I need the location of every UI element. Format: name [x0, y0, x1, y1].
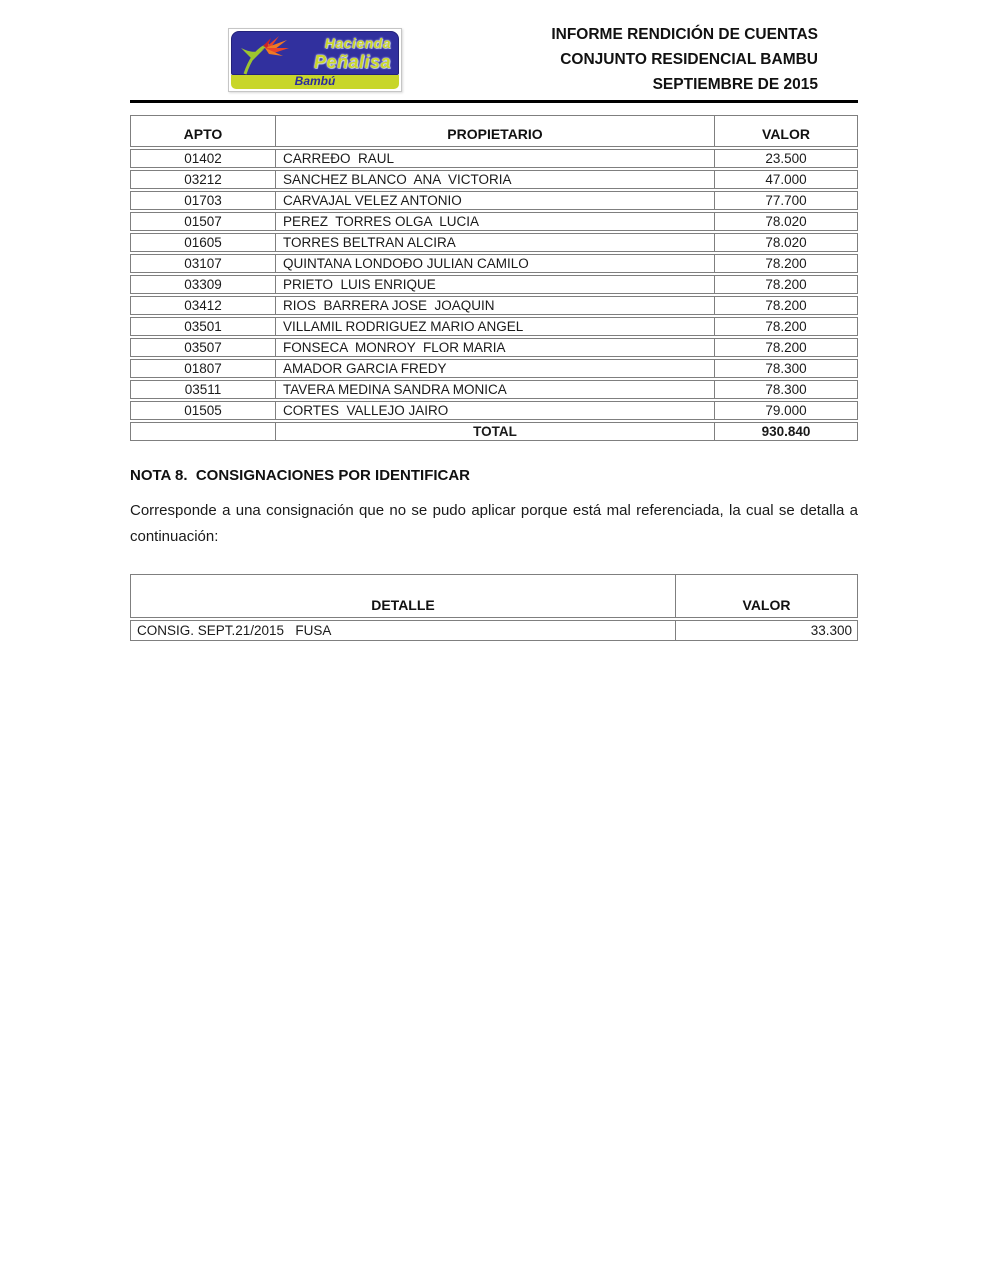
table-cell: 01605: [130, 233, 275, 252]
table-row: 03507 FONSECA MONROY FLOR MARIA 78.200: [130, 338, 858, 357]
owners-table-header: APTO PROPIETARIO VALOR: [130, 115, 858, 147]
logo-blue-panel: Hacienda Peñalisa: [231, 31, 399, 75]
report-title-line3: SEPTIEMBRE DE 2015: [652, 76, 818, 93]
table-cell: 78.200: [714, 338, 858, 357]
table-cell: 78.200: [714, 317, 858, 336]
table-cell: 78.200: [714, 254, 858, 273]
total-row: TOTAL 930.840: [130, 422, 858, 441]
table-cell: 03501: [130, 317, 275, 336]
logo-line2: Peñalisa: [313, 52, 391, 72]
table-cell: 03309: [130, 275, 275, 294]
logo-line1: Hacienda: [324, 35, 391, 51]
owners-table-footer: TOTAL 930.840: [130, 422, 858, 441]
table-cell: CARVAJAL VELEZ ANTONIO: [275, 191, 714, 210]
table-cell: CONSIG. SEPT.21/2015 FUSA: [130, 620, 675, 641]
table-cell: 79.000: [714, 401, 858, 420]
report-title-line2: CONJUNTO RESIDENCIAL BAMBU: [560, 51, 818, 68]
table-cell: 23.500: [714, 149, 858, 168]
logo-strip-label: Bambú: [231, 75, 399, 89]
column-header-apto: APTO: [130, 115, 275, 147]
table-cell: QUINTANA LONDOÐO JULIAN CAMILO: [275, 254, 714, 273]
table-cell: SANCHEZ BLANCO ANA VICTORIA: [275, 170, 714, 189]
column-header-valor: VALOR: [675, 574, 858, 618]
table-row: 01703 CARVAJAL VELEZ ANTONIO 77.700: [130, 191, 858, 210]
table-cell: AMADOR GARCIA FREDY: [275, 359, 714, 378]
table-cell: FONSECA MONROY FLOR MARIA: [275, 338, 714, 357]
table-cell: CARREÐO RAUL: [275, 149, 714, 168]
table-row: 03412 RIOS BARRERA JOSE JOAQUIN 78.200: [130, 296, 858, 315]
detail-table-header: DETALLE VALOR: [130, 574, 858, 618]
detail-table: DETALLE VALOR CONSIG. SEPT.21/2015 FUSA 3…: [130, 572, 858, 643]
table-cell: VILLAMIL RODRIGUEZ MARIO ANGEL: [275, 317, 714, 336]
header-row: DETALLE VALOR: [130, 574, 858, 618]
table-cell: 78.020: [714, 233, 858, 252]
table-cell: RIOS BARRERA JOSE JOAQUIN: [275, 296, 714, 315]
table-cell: 01703: [130, 191, 275, 210]
table-cell: 03412: [130, 296, 275, 315]
bird-of-paradise-icon: [241, 36, 289, 75]
total-value: 930.840: [714, 422, 858, 441]
table-cell: 01402: [130, 149, 275, 168]
table-cell: 33.300: [675, 620, 858, 641]
table-cell: PRIETO LUIS ENRIQUE: [275, 275, 714, 294]
column-header-valor: VALOR: [714, 115, 858, 147]
page-content: APTO PROPIETARIO VALOR 01402 CARREÐO RAUL…: [130, 113, 858, 643]
table-row: 01507 PEREZ TORRES OLGA LUCIA 78.020: [130, 212, 858, 231]
column-header-propietario: PROPIETARIO: [275, 115, 714, 147]
table-cell: 78.300: [714, 380, 858, 399]
table-row: 01505 CORTES VALLEJO JAIRO 79.000: [130, 401, 858, 420]
table-cell: CORTES VALLEJO JAIRO: [275, 401, 714, 420]
header-divider: [130, 100, 858, 103]
table-row: 03309 PRIETO LUIS ENRIQUE 78.200: [130, 275, 858, 294]
report-title-line1: INFORME RENDICIÓN DE CUENTAS: [551, 26, 818, 43]
table-cell: TAVERA MEDINA SANDRA MONICA: [275, 380, 714, 399]
table-row: CONSIG. SEPT.21/2015 FUSA 33.300: [130, 620, 858, 641]
table-cell: 03511: [130, 380, 275, 399]
table-row: 03501 VILLAMIL RODRIGUEZ MARIO ANGEL 78.20…: [130, 317, 858, 336]
note-heading: NOTA 8. CONSIGNACIONES POR IDENTIFICAR: [130, 467, 471, 484]
table-cell: 03212: [130, 170, 275, 189]
owners-table: APTO PROPIETARIO VALOR 01402 CARREÐO RAUL…: [130, 113, 858, 443]
table-cell: 01807: [130, 359, 275, 378]
table-cell: TORRES BELTRAN ALCIRA: [275, 233, 714, 252]
table-row: 03511 TAVERA MEDINA SANDRA MONICA 78.300: [130, 380, 858, 399]
total-empty-cell: [130, 422, 275, 441]
table-cell: 47.000: [714, 170, 858, 189]
header-row: APTO PROPIETARIO VALOR: [130, 115, 858, 147]
table-cell: 78.300: [714, 359, 858, 378]
table-row: 01807 AMADOR GARCIA FREDY 78.300: [130, 359, 858, 378]
table-cell: 03107: [130, 254, 275, 273]
table-cell: 78.200: [714, 275, 858, 294]
table-row: 03107 QUINTANA LONDOÐO JULIAN CAMILO 78.20…: [130, 254, 858, 273]
table-cell: 78.200: [714, 296, 858, 315]
owners-table-body: 01402 CARREÐO RAUL 23.500 03212 SANCHEZ BLAN…: [130, 149, 858, 420]
table-row: 01402 CARREÐO RAUL 23.500: [130, 149, 858, 168]
total-label: TOTAL: [275, 422, 714, 441]
detail-table-body: CONSIG. SEPT.21/2015 FUSA 33.300: [130, 620, 858, 641]
column-header-detalle: DETALLE: [130, 574, 675, 618]
table-cell: 01507: [130, 212, 275, 231]
report-title: INFORME RENDICIÓN DE CUENTAS CONJUNTO RE…: [551, 22, 818, 97]
table-cell: 03507: [130, 338, 275, 357]
table-cell: PEREZ TORRES OLGA LUCIA: [275, 212, 714, 231]
table-row: 01605 TORRES BELTRAN ALCIRA 78.020: [130, 233, 858, 252]
company-logo: Hacienda Peñalisa Bambú: [228, 28, 402, 92]
table-cell: 01505: [130, 401, 275, 420]
note-body: Corresponde a una consignación que no se…: [130, 502, 858, 545]
logo-wordmark: Hacienda Peñalisa: [314, 35, 391, 72]
table-cell: 78.020: [714, 212, 858, 231]
table-cell: 77.700: [714, 191, 858, 210]
table-row: 03212 SANCHEZ BLANCO ANA VICTORIA 47.000: [130, 170, 858, 189]
